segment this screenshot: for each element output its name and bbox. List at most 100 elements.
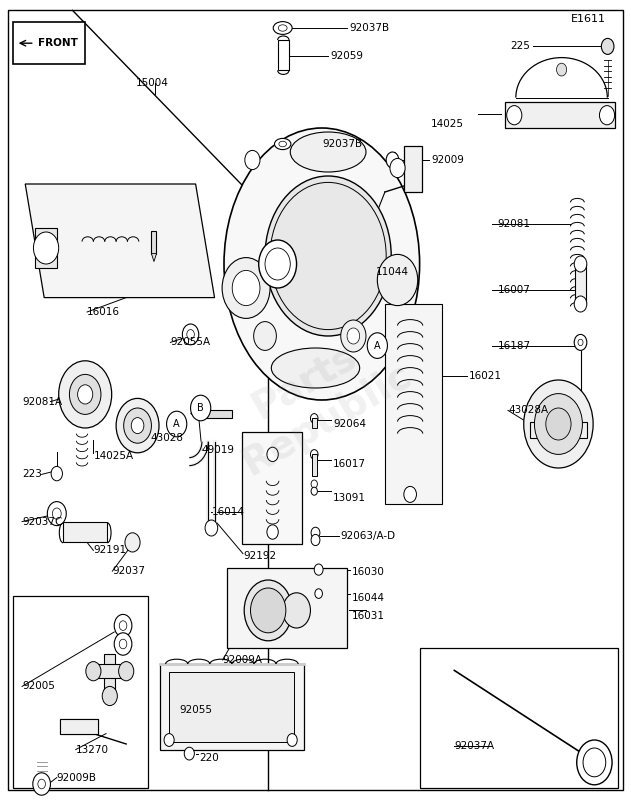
Text: 14025A: 14025A	[93, 451, 134, 461]
Circle shape	[311, 527, 320, 538]
Circle shape	[599, 106, 615, 125]
Text: 92037: 92037	[112, 566, 145, 576]
Circle shape	[270, 182, 386, 330]
Circle shape	[125, 533, 140, 552]
Text: 16007: 16007	[498, 286, 531, 295]
Bar	[227, 568, 347, 648]
Circle shape	[114, 614, 132, 637]
Circle shape	[404, 486, 416, 502]
Circle shape	[245, 150, 260, 170]
Text: 92037C: 92037C	[22, 517, 62, 526]
Text: 92009B: 92009B	[57, 773, 97, 782]
Circle shape	[251, 588, 286, 633]
Bar	[151, 231, 156, 254]
Text: 92009A: 92009A	[223, 655, 262, 665]
Bar	[93, 664, 126, 678]
Circle shape	[265, 176, 391, 336]
Bar	[278, 40, 289, 70]
Ellipse shape	[278, 25, 287, 31]
Circle shape	[310, 414, 318, 423]
Circle shape	[119, 662, 134, 681]
Text: Parts
Republic: Parts Republic	[213, 317, 418, 483]
Text: 13091: 13091	[333, 493, 366, 502]
Circle shape	[311, 487, 317, 495]
Circle shape	[310, 450, 318, 459]
Polygon shape	[385, 304, 442, 504]
Bar	[199, 410, 232, 418]
Text: 16030: 16030	[352, 567, 385, 577]
Bar	[404, 146, 422, 192]
Circle shape	[51, 466, 62, 481]
Circle shape	[367, 333, 387, 358]
Circle shape	[341, 320, 366, 352]
Circle shape	[583, 748, 606, 777]
Circle shape	[507, 106, 522, 125]
Circle shape	[315, 589, 322, 598]
Text: 225: 225	[510, 42, 530, 51]
Text: 13270: 13270	[76, 745, 109, 754]
Bar	[530, 422, 587, 438]
Circle shape	[187, 330, 194, 339]
Bar	[420, 648, 618, 788]
Circle shape	[524, 380, 593, 468]
Bar	[312, 418, 317, 428]
Bar	[13, 22, 85, 64]
Text: 49019: 49019	[202, 446, 235, 455]
Ellipse shape	[224, 128, 420, 400]
Bar	[575, 264, 586, 304]
Text: 92192: 92192	[243, 551, 276, 561]
Circle shape	[311, 534, 320, 546]
Text: FRONT: FRONT	[38, 38, 78, 48]
Circle shape	[59, 361, 112, 428]
Circle shape	[390, 158, 405, 178]
Polygon shape	[25, 184, 215, 298]
Text: 43028: 43028	[150, 433, 183, 442]
Circle shape	[38, 779, 45, 789]
Circle shape	[244, 580, 292, 641]
Circle shape	[314, 564, 323, 575]
Text: 92037B: 92037B	[349, 23, 389, 33]
Text: 16016: 16016	[87, 307, 120, 317]
Bar	[13, 596, 148, 788]
Bar	[104, 654, 115, 696]
Bar	[35, 228, 57, 268]
Circle shape	[205, 520, 218, 536]
Polygon shape	[191, 410, 199, 418]
Text: 16031: 16031	[352, 611, 385, 621]
Circle shape	[182, 324, 199, 345]
Circle shape	[574, 256, 587, 272]
Text: 16014: 16014	[211, 507, 244, 517]
Circle shape	[267, 447, 278, 462]
Bar	[63, 522, 107, 542]
Circle shape	[102, 686, 117, 706]
Circle shape	[283, 593, 310, 628]
Circle shape	[386, 152, 399, 168]
Text: 15004: 15004	[136, 78, 168, 88]
Text: 16044: 16044	[352, 594, 385, 603]
Bar	[160, 664, 304, 750]
Bar	[312, 454, 317, 476]
Text: 92037B: 92037B	[322, 139, 363, 149]
Circle shape	[47, 502, 66, 526]
Circle shape	[167, 411, 187, 437]
Text: 92009: 92009	[431, 155, 464, 165]
Circle shape	[601, 38, 614, 54]
Text: 92055A: 92055A	[170, 338, 211, 347]
Text: 92063/A-D: 92063/A-D	[341, 531, 396, 541]
Text: 92005: 92005	[22, 682, 55, 691]
Circle shape	[184, 747, 194, 760]
Circle shape	[259, 240, 297, 288]
Circle shape	[114, 633, 132, 655]
Circle shape	[574, 296, 587, 312]
Text: 16187: 16187	[498, 341, 531, 350]
Polygon shape	[60, 719, 98, 734]
Circle shape	[116, 398, 159, 453]
Bar	[242, 432, 302, 544]
Circle shape	[33, 773, 50, 795]
Circle shape	[222, 258, 270, 318]
Circle shape	[191, 395, 211, 421]
Circle shape	[546, 408, 571, 440]
Text: 223: 223	[22, 470, 42, 479]
Circle shape	[574, 334, 587, 350]
Text: 220: 220	[199, 753, 219, 762]
